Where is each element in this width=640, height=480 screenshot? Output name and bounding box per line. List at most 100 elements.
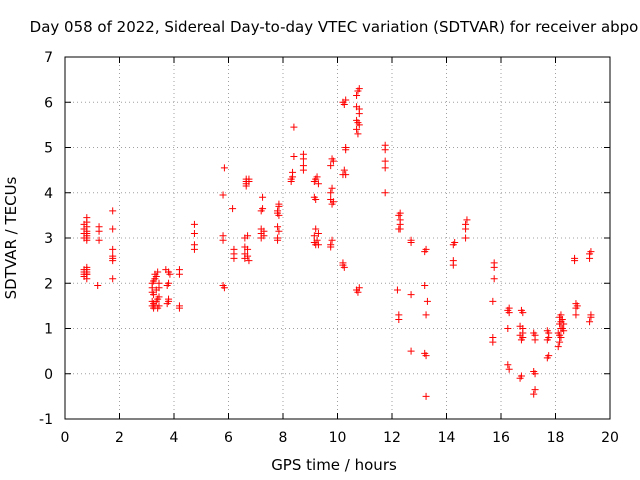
data-point bbox=[396, 209, 404, 217]
data-point bbox=[166, 270, 174, 278]
data-point bbox=[327, 241, 335, 249]
data-point bbox=[109, 275, 117, 283]
data-point bbox=[407, 347, 415, 355]
data-point bbox=[355, 85, 363, 93]
data-point bbox=[407, 291, 415, 299]
data-point bbox=[449, 257, 457, 265]
data-point bbox=[554, 343, 562, 351]
data-point bbox=[220, 284, 228, 292]
data-point bbox=[381, 189, 389, 197]
data-point bbox=[340, 101, 348, 109]
data-point bbox=[421, 282, 429, 290]
data-point bbox=[83, 236, 91, 244]
data-point bbox=[505, 304, 513, 312]
data-point bbox=[275, 227, 283, 235]
data-point bbox=[573, 302, 581, 310]
x-tick-label: 0 bbox=[61, 430, 70, 446]
data-point bbox=[328, 236, 336, 244]
data-point bbox=[353, 91, 361, 99]
data-point bbox=[381, 141, 389, 149]
data-point bbox=[165, 295, 173, 303]
data-point bbox=[462, 234, 470, 242]
data-point bbox=[556, 338, 564, 346]
data-point bbox=[155, 302, 163, 310]
data-point bbox=[314, 241, 322, 249]
data-point bbox=[109, 245, 117, 253]
data-point bbox=[274, 234, 282, 242]
data-point bbox=[290, 123, 298, 131]
data-point bbox=[329, 157, 337, 165]
data-point bbox=[354, 288, 362, 296]
y-tick-label: 2 bbox=[44, 276, 53, 292]
data-point bbox=[244, 232, 252, 240]
data-point bbox=[354, 130, 362, 138]
data-point bbox=[558, 315, 566, 323]
data-point bbox=[275, 211, 283, 219]
data-point bbox=[560, 320, 568, 328]
data-point bbox=[165, 279, 173, 287]
x-tick-label: 12 bbox=[383, 430, 401, 446]
data-point bbox=[489, 297, 497, 305]
x-tick-label: 16 bbox=[492, 430, 510, 446]
data-point bbox=[150, 291, 158, 299]
data-point bbox=[557, 311, 565, 319]
data-point bbox=[329, 198, 337, 206]
data-point bbox=[355, 284, 363, 292]
y-tick-label: 7 bbox=[44, 50, 53, 66]
x-tick-label: 6 bbox=[224, 430, 233, 446]
data-point bbox=[571, 254, 579, 262]
data-point bbox=[83, 229, 91, 237]
data-point bbox=[395, 311, 403, 319]
data-point bbox=[505, 365, 513, 373]
grid-lines bbox=[65, 57, 610, 419]
data-point bbox=[587, 311, 595, 319]
data-point bbox=[155, 279, 163, 287]
data-point bbox=[560, 327, 568, 335]
data-point bbox=[190, 220, 198, 228]
data-point bbox=[109, 207, 117, 215]
data-point bbox=[342, 144, 350, 151]
data-point bbox=[340, 166, 348, 174]
data-point bbox=[83, 214, 91, 222]
data-point bbox=[422, 392, 430, 400]
data-point bbox=[381, 157, 389, 165]
data-point bbox=[259, 205, 267, 213]
data-point bbox=[327, 189, 335, 197]
data-point bbox=[275, 200, 283, 208]
data-point bbox=[310, 232, 318, 240]
data-point bbox=[407, 236, 415, 244]
x-tick-label: 2 bbox=[115, 430, 124, 446]
x-axis-label: GPS time / hours bbox=[271, 456, 397, 474]
data-point bbox=[244, 252, 252, 260]
data-point bbox=[586, 318, 594, 326]
data-point bbox=[519, 309, 527, 317]
data-point bbox=[327, 162, 335, 170]
data-point bbox=[504, 361, 512, 369]
data-point bbox=[531, 370, 539, 378]
data-point bbox=[230, 245, 238, 253]
data-point bbox=[396, 216, 404, 224]
data-point bbox=[260, 232, 268, 240]
x-tick-label: 14 bbox=[438, 430, 456, 446]
data-point bbox=[381, 164, 389, 172]
data-point bbox=[517, 372, 525, 380]
data-point bbox=[219, 232, 227, 240]
data-point bbox=[328, 184, 336, 192]
data-point bbox=[312, 225, 320, 233]
data-point bbox=[83, 270, 91, 278]
data-point bbox=[175, 266, 183, 274]
data-point bbox=[504, 325, 512, 332]
x-tick-label: 18 bbox=[547, 430, 565, 446]
data-point bbox=[155, 293, 163, 301]
x-tick-label: 8 bbox=[279, 430, 288, 446]
y-tick-label: 3 bbox=[44, 231, 53, 247]
x-tick-label: 4 bbox=[170, 430, 179, 446]
data-point bbox=[355, 121, 363, 129]
y-tick-label: 0 bbox=[44, 367, 53, 383]
x-tick-label: 20 bbox=[601, 430, 619, 446]
data-point bbox=[557, 334, 565, 342]
data-point bbox=[314, 229, 322, 237]
data-point bbox=[422, 311, 430, 319]
axis-ticks bbox=[64, 56, 611, 420]
